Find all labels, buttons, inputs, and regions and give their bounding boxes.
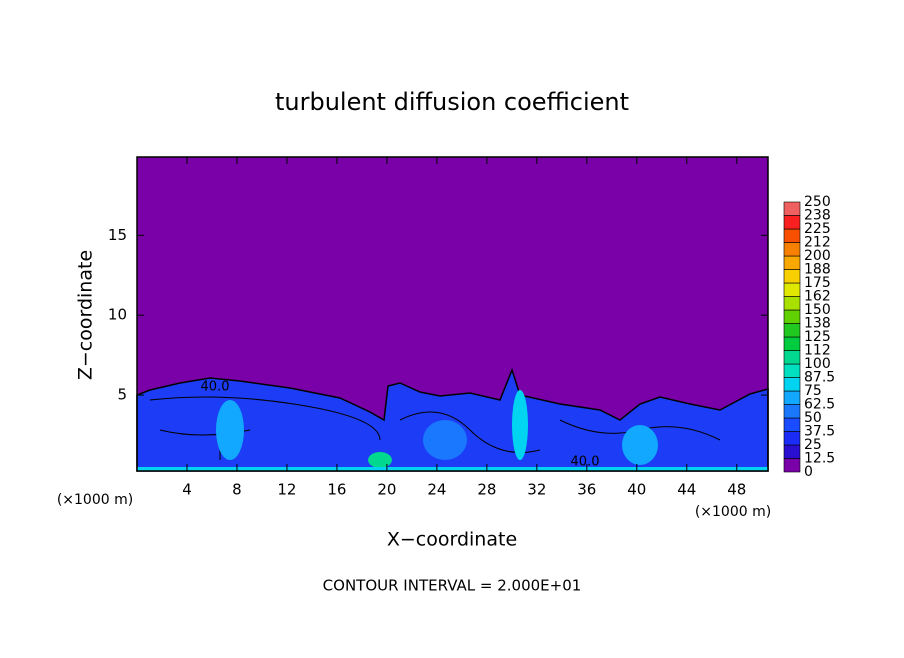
colorbar-label: 250 [804,194,831,210]
colorbar-label: 12.5 [804,451,835,467]
colorbar-cell [783,390,801,405]
y-axis-label: Z−coordinate [75,250,97,380]
colorbar-cell [783,350,801,365]
y-tick-label: 5 [117,386,127,404]
patch [368,452,392,468]
surface-band [137,467,768,471]
colorbar-label: 200 [804,248,831,264]
x-tick-label: 16 [327,481,346,499]
colorbar-cell [783,242,801,257]
colorbar-label: 112 [804,343,831,359]
colorbar-cell [783,228,801,243]
contour-label: 40.0 [201,380,230,395]
colorbar-label: 75 [804,383,822,399]
x-unit-label: (×1000 m) [695,504,771,520]
colorbar-label: 175 [804,275,831,291]
colorbar-cell [783,431,801,446]
colorbar-cell [783,323,801,338]
colorbar-cell [783,363,801,378]
patch [216,400,244,460]
colorbar-label: 37.5 [804,424,835,440]
turbulent-layer [136,367,769,472]
colorbar-label: 225 [804,221,831,237]
y-tick-label: 15 [108,226,127,244]
colorbar-cell [783,282,801,297]
x-tick-label: 8 [232,481,242,499]
colorbar-cell [783,269,801,284]
colorbar-label: 238 [804,208,831,224]
colorbar-label: 212 [804,235,831,251]
colorbar-cell [783,336,801,351]
x-axis-label: X−coordinate [387,529,517,551]
x-tick-label: 4 [182,481,192,499]
colorbar-cell [783,377,801,392]
contour-label: 40.0 [571,455,600,470]
field [136,157,769,472]
colorbar-label: 125 [804,329,831,345]
chart-title: turbulent diffusion coefficient [275,88,629,116]
x-tick-label: 12 [277,481,296,499]
x-tick-label: 36 [577,481,596,499]
x-tick-label: 32 [527,481,546,499]
x-tick-label: 24 [427,481,446,499]
x-tick-label: 44 [677,481,696,499]
x-unit-label: (×1000 m) [57,492,133,508]
annotation: CONTOUR INTERVAL = 2.000E+01 [323,577,582,595]
colorbar-cell [783,444,801,459]
colorbar-label: 62.5 [804,397,835,413]
colorbar-label: 150 [804,302,831,318]
plot-frame [136,156,769,472]
colorbar-cell [783,296,801,311]
x-tick-label: 28 [477,481,496,499]
patch [423,420,467,460]
colorbar-cell [783,215,801,230]
colorbar-label: 138 [804,316,831,332]
colorbar-label: 100 [804,356,831,372]
colorbar-cell [783,309,801,324]
x-tick-label: 40 [627,481,646,499]
x-tick-label: 20 [377,481,396,499]
colorbar-label: 188 [804,262,831,278]
colorbar-cell [783,417,801,432]
colorbar-label: 50 [804,410,822,426]
colorbar-cell [783,255,801,270]
colorbar-label: 25 [804,437,822,453]
x-tick-label: 48 [727,481,746,499]
colorbar-label: 0 [804,464,813,480]
colorbar-label: 162 [804,289,831,305]
patch [622,425,658,465]
y-tick-label: 10 [108,306,127,324]
colorbar-cell [783,201,801,216]
colorbar-cell [783,404,801,419]
colorbar-label: 87.5 [804,370,835,386]
patch [512,390,528,460]
colorbar-cell [783,458,801,473]
